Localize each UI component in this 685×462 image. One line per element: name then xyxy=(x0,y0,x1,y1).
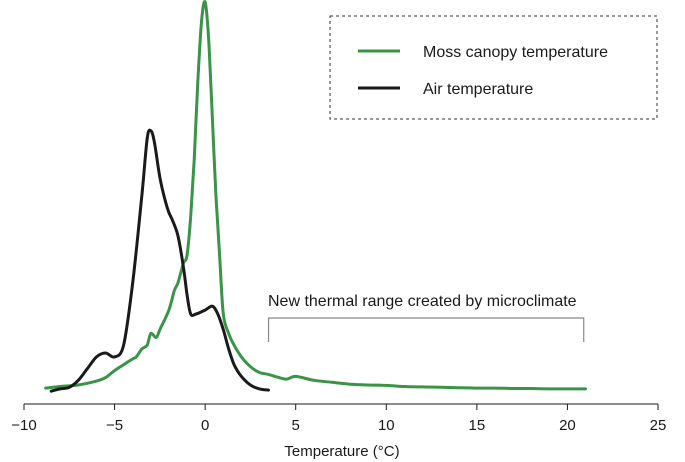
x-axis: −10 −5 0 5 10 15 20 25 Temperature (°C) xyxy=(11,403,666,460)
legend-box xyxy=(329,15,658,120)
x-tick-label: 10 xyxy=(378,417,395,434)
series-line-air xyxy=(49,128,270,393)
x-tick-label: 25 xyxy=(650,417,667,434)
x-tick-label: 15 xyxy=(469,417,486,434)
series-layer xyxy=(44,0,587,393)
x-axis-title: Temperature (°C) xyxy=(284,443,399,460)
legend-label-air: Air temperature xyxy=(423,81,533,98)
annotation-text: New thermal range created by microclimat… xyxy=(268,293,577,310)
legend: Moss canopy temperature Air temperature xyxy=(329,15,658,120)
legend-label-moss: Moss canopy temperature xyxy=(423,44,608,61)
x-tick-label: 20 xyxy=(559,417,576,434)
x-tick-label: −10 xyxy=(11,417,36,434)
series-line-moss-canopy xyxy=(44,0,587,391)
x-ticks: −10 −5 0 5 10 15 20 25 xyxy=(11,404,666,434)
annotation-bracket xyxy=(267,317,585,342)
annotation: New thermal range created by microclimat… xyxy=(267,293,585,342)
x-tick-label: −5 xyxy=(106,417,123,434)
x-tick-label: 5 xyxy=(292,417,300,434)
x-tick-label: 0 xyxy=(201,417,209,434)
